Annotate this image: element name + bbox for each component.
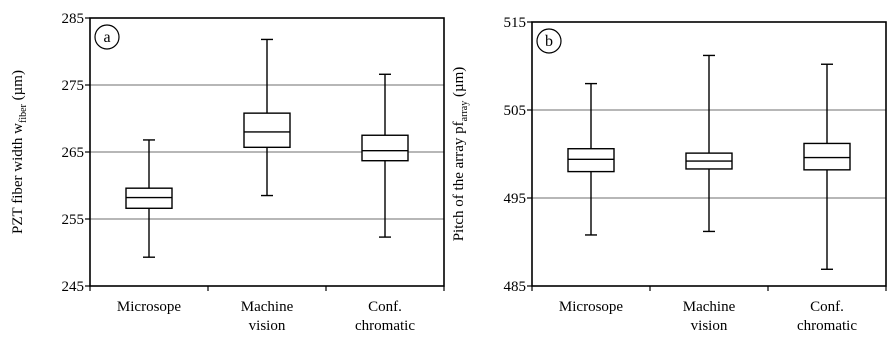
x-category-label: Conf. <box>368 299 402 315</box>
box-machine-vision <box>685 54 733 233</box>
box-microsope <box>567 82 615 236</box>
chart-panel-a: 245 255 265 275 285 Microsope Machine vision Con… <box>10 11 445 334</box>
panel-label-circle <box>536 28 562 54</box>
y-tick-label: 275 <box>62 78 85 94</box>
y-axis-label: PZT fiber width wfiber (µm) <box>10 70 29 234</box>
y-tick-label: 255 <box>62 212 85 228</box>
y-tick-label: 485 <box>504 279 527 295</box>
x-category-label: chromatic <box>355 318 415 334</box>
box-machine-vision <box>243 38 291 197</box>
x-category-label: Conf. <box>810 299 844 315</box>
y-tick-label: 505 <box>504 103 527 119</box>
chart-panel-b: 485 495 505 515 Microsope Machine vision Conf. c… <box>451 15 887 334</box>
iqr-box <box>567 148 615 173</box>
box-conf-chromatic <box>361 73 409 238</box>
panel-label-circle <box>94 24 120 50</box>
box-microsope <box>125 139 173 258</box>
panel-label: a <box>103 29 110 46</box>
y-tick-label: 495 <box>504 191 527 207</box>
iqr-box <box>361 134 409 162</box>
x-category-label: Machine <box>683 299 736 315</box>
x-category-label: Machine <box>241 299 294 315</box>
plot-frame <box>531 21 887 287</box>
panel-label: b <box>545 33 553 50</box>
x-category-label: Microsope <box>559 299 623 315</box>
y-axis-label: Pitch of the array pfarray (µm) <box>451 67 470 242</box>
y-tick-label: 245 <box>62 279 85 295</box>
iqr-box <box>243 112 291 149</box>
x-category-label: chromatic <box>797 318 857 334</box>
y-tick-label: 285 <box>62 11 85 27</box>
y-tick-label: 515 <box>504 15 527 31</box>
y-tick-label: 265 <box>62 145 85 161</box>
x-category-label: vision <box>249 318 286 334</box>
x-category-label: Microsope <box>117 299 181 315</box>
box-conf-chromatic <box>803 63 851 270</box>
iqr-box <box>803 142 851 171</box>
x-category-label: vision <box>691 318 728 334</box>
